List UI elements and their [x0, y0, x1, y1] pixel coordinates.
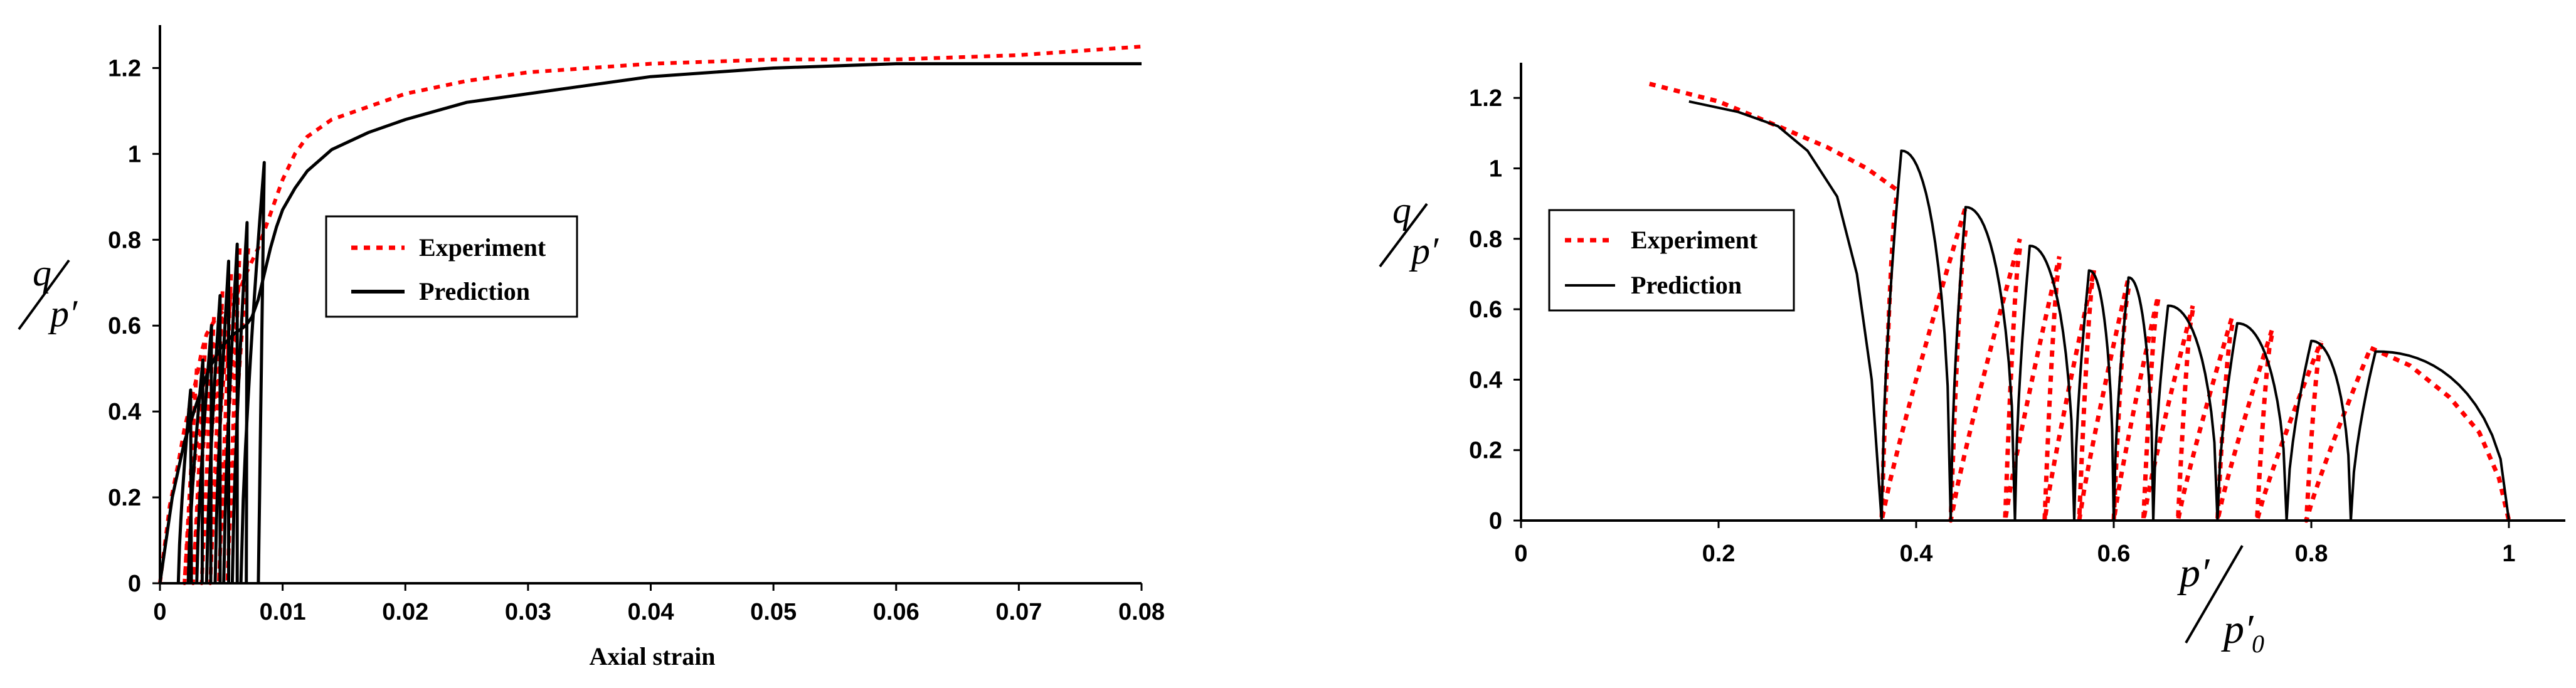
legend-right: Experiment Prediction [1548, 209, 1795, 312]
experiment-curve-left [158, 45, 1142, 584]
x-tick-label: 0.4 [1900, 541, 1933, 567]
x-tick-label: 0.07 [995, 599, 1042, 625]
prediction-cycle-right [2216, 322, 2288, 521]
y-tick-label: 1 [128, 141, 141, 167]
y-axis-label-left: q p′ [18, 252, 78, 334]
svg-text:q: q [1392, 189, 1411, 231]
experiment-tail-right [2370, 346, 2511, 521]
x-tick-label: 1 [2502, 541, 2515, 567]
prediction-cycle-right [1949, 206, 2017, 521]
prediction-cycle-left [213, 260, 230, 584]
x-tick-label: 0.06 [873, 599, 920, 625]
y-tick-label: 1 [1489, 156, 1502, 182]
experiment-cycle-right [1879, 197, 1968, 523]
experiment-cycle-right [2042, 262, 2096, 523]
y-axis-label-right: q p′ [1379, 189, 1439, 272]
svg-text:p′: p′ [2221, 606, 2254, 652]
experiment-cycle-right [2175, 309, 2235, 523]
prediction-envelope-right [1688, 100, 1883, 521]
prediction-cycle-right [2152, 304, 2219, 521]
y-tick-label: 0 [128, 571, 141, 597]
prediction-cycle-left [195, 324, 213, 584]
svg-text:p′: p′ [1409, 230, 1439, 272]
chart-axial-strain: 0 0.01 0.02 0.03 0.04 0.05 0.06 0.07 0.08 0 0.2 0.… [18, 25, 1165, 670]
legend-label-prediction-left: Prediction [419, 277, 530, 305]
experiment-cycle-right [2077, 270, 2131, 523]
experiment-cycle-right [2304, 342, 2373, 523]
prediction-cycle-left [239, 161, 266, 584]
prediction-cycle-left [222, 242, 239, 584]
prediction-cycle-right [2350, 350, 2510, 521]
prediction-cycle-left [186, 358, 204, 584]
y-ticks-right: 0 0.2 0.4 0.6 0.8 1 1.2 [1469, 85, 1521, 534]
x-ticks-left: 0 0.01 0.02 0.03 0.04 0.05 0.06 0.07 0.08 [153, 583, 1165, 625]
experiment-cycle-right [2141, 299, 2195, 523]
x-tick-label: 0.02 [382, 599, 428, 625]
y-tick-label: 0.2 [1469, 438, 1502, 464]
experiment-cycle-right [2254, 335, 2324, 523]
x-axis-label-right: p′ p′ 0 [2177, 544, 2264, 658]
y-tick-label: 1.2 [1469, 85, 1502, 112]
prediction-cycle-right [2013, 245, 2075, 521]
prediction-cycle-right [2073, 269, 2115, 521]
y-tick-label: 0 [1489, 508, 1502, 534]
prediction-cycle-right [2285, 339, 2352, 521]
prediction-curve-left [158, 62, 1142, 584]
prediction-cycle-left [230, 221, 249, 584]
experiment-cycle-right [2215, 324, 2274, 523]
y-tick-label: 0.2 [108, 485, 141, 511]
series-prediction-right [1688, 100, 2510, 521]
prediction-cycle-right [1880, 149, 1953, 521]
x-tick-label: 0.05 [750, 599, 797, 625]
legend-label-prediction-right: Prediction [1631, 271, 1742, 299]
x-tick-label: 0.04 [628, 599, 674, 625]
x-tick-label: 0.01 [260, 599, 306, 625]
y-ticks-left: 0 0.2 0.4 0.6 0.8 1 1.2 [108, 55, 160, 597]
y-tick-label: 0.6 [1469, 297, 1502, 323]
experiment-cycle-left [216, 273, 242, 585]
svg-text:p′: p′ [48, 293, 78, 334]
x-tick-label: 0.08 [1118, 599, 1165, 625]
y-tick-label: 1.2 [108, 55, 141, 82]
y-tick-label: 0.8 [1469, 226, 1502, 253]
y-tick-label: 0.6 [108, 313, 141, 339]
x-tick-label: 0.03 [505, 599, 551, 625]
series-prediction-left [158, 62, 1142, 584]
x-tick-label: 0 [1514, 541, 1527, 567]
experiment-envelope-right [1648, 82, 1898, 192]
legend-left: Experiment Prediction [325, 215, 578, 318]
y-tick-label: 0.4 [1469, 367, 1502, 393]
x-axis-label-left: Axial strain [589, 642, 715, 670]
prediction-cycle-right [2112, 276, 2155, 521]
prediction-cycle-left [204, 294, 222, 584]
legend-label-experiment-right: Experiment [1631, 226, 1758, 254]
y-tick-label: 0.8 [108, 227, 141, 253]
x-tick-label: 0 [153, 599, 166, 625]
x-tick-label: 0.8 [2295, 541, 2328, 567]
x-tick-label: 0.2 [1702, 541, 1736, 567]
series-experiment-left [158, 45, 1142, 585]
x-tick-label: 0.6 [2097, 541, 2131, 567]
svg-text:p′: p′ [2177, 550, 2210, 596]
x-ticks-right: 0 0.2 0.4 0.6 0.8 1 [1514, 521, 2516, 567]
legend-label-experiment-left: Experiment [419, 233, 546, 262]
chart-stress-path: 0 0.2 0.4 0.6 0.8 1 0 0.2 0.4 0.6 0.8 1 1.2 p′ p′ 0… [1379, 63, 2565, 658]
svg-text:0: 0 [2252, 630, 2264, 658]
y-tick-label: 0.4 [108, 399, 141, 425]
